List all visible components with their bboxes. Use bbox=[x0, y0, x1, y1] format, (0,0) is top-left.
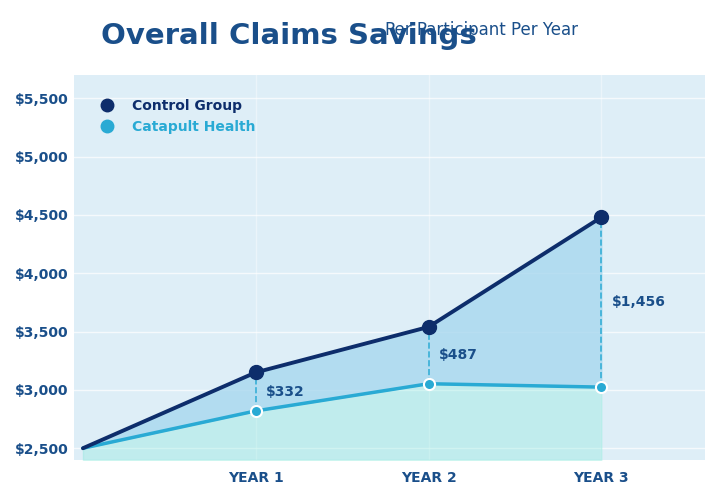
Text: Per Participant Per Year: Per Participant Per Year bbox=[385, 21, 578, 39]
Text: $487: $487 bbox=[439, 348, 478, 362]
Legend: Control Group, Catapult Health: Control Group, Catapult Health bbox=[88, 94, 261, 140]
Text: Overall Claims Savings: Overall Claims Savings bbox=[101, 22, 477, 50]
Text: $1,456: $1,456 bbox=[612, 295, 665, 309]
Text: $332: $332 bbox=[266, 384, 305, 398]
